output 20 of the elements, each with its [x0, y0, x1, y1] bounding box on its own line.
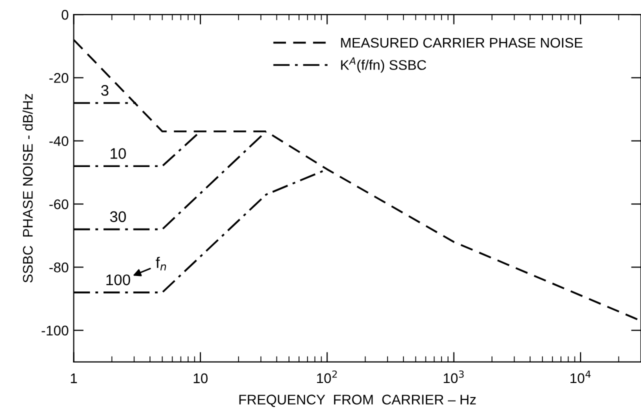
- y-tick-label: -40: [49, 136, 68, 146]
- legend-label: MEASURED CARRIER PHASE NOISE: [341, 38, 583, 48]
- y-tick-label: 0: [62, 10, 68, 20]
- annotation: 100: [106, 274, 130, 286]
- annotation: 10: [110, 148, 126, 159]
- annotation: f$_{n}$: [156, 256, 166, 270]
- annotation: 30: [110, 211, 126, 222]
- y-tick-label: -20: [49, 73, 68, 83]
- x-tick-label: 10$^{4}$: [570, 370, 591, 384]
- x-axis-title: FREQUENCY FROM CARRIER – Hz: [239, 394, 476, 407]
- y-axis-title: SSBC PHASE NOISE - dB/Hz: [22, 94, 33, 283]
- y-tick-label: -60: [49, 199, 68, 210]
- legend-label: K$^{A}$(f/fn) SSBC: [341, 57, 426, 73]
- x-tick-label: 1: [70, 374, 77, 384]
- y-tick-label: -80: [49, 262, 68, 272]
- x-tick-label: 10: [194, 373, 208, 384]
- y-tick-label: -100: [42, 326, 68, 336]
- x-tick-label: 10$^{2}$: [317, 370, 337, 384]
- annotation: 3: [101, 84, 108, 96]
- x-tick-label: 10$^{3}$: [444, 370, 464, 384]
